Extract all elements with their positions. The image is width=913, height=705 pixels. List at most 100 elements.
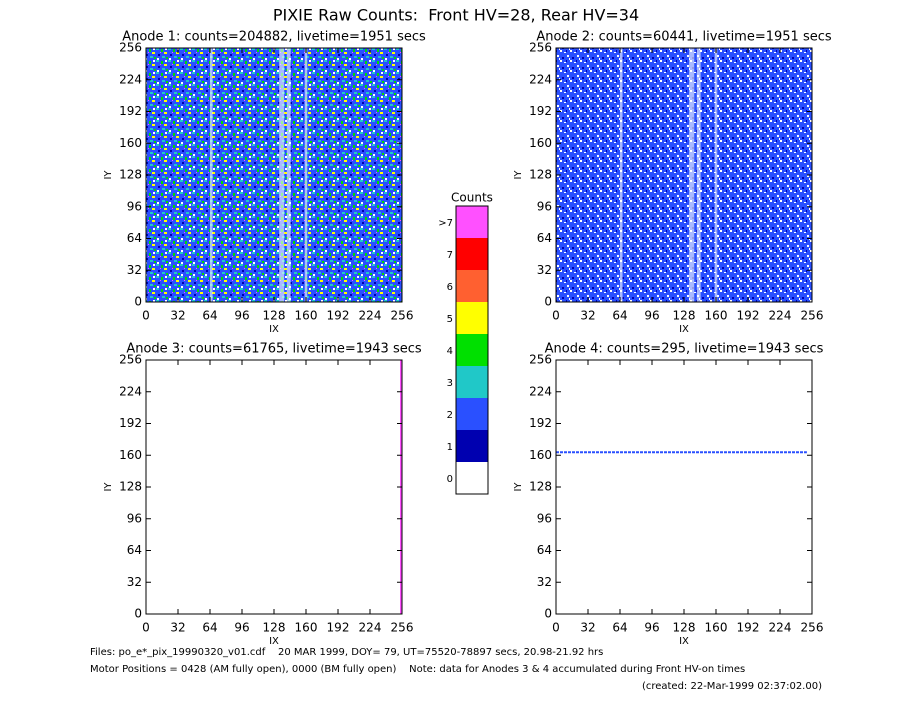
y-tick-label: 192 xyxy=(529,416,552,430)
y-tick-label: 128 xyxy=(119,168,142,182)
x-axis-label: IX xyxy=(269,636,279,647)
x-tick-label: 64 xyxy=(612,621,627,635)
y-tick-label: 160 xyxy=(119,448,142,462)
x-tick-label: 128 xyxy=(673,309,696,323)
x-tick-label: 256 xyxy=(391,309,414,323)
y-tick-label: 64 xyxy=(537,543,552,557)
x-tick-label: 32 xyxy=(170,621,185,635)
y-tick-label: 32 xyxy=(537,575,552,589)
y-tick-label: 256 xyxy=(119,353,142,367)
x-axis-label: IX xyxy=(679,324,689,335)
x-tick-label: 160 xyxy=(705,621,728,635)
colorbar-label: 5 xyxy=(447,314,453,325)
y-tick-label: 256 xyxy=(529,41,552,55)
x-tick-label: 224 xyxy=(359,309,382,323)
plot-area xyxy=(146,360,402,614)
colorbar-swatch xyxy=(456,206,488,238)
x-tick-label: 256 xyxy=(801,621,824,635)
x-tick-label: 32 xyxy=(170,309,185,323)
y-tick-label: 96 xyxy=(127,511,142,525)
colorbar-swatch xyxy=(456,334,488,366)
x-tick-label: 192 xyxy=(737,621,760,635)
colorbar-label: 6 xyxy=(447,282,453,293)
x-tick-label: 96 xyxy=(234,309,249,323)
y-tick-label: 224 xyxy=(119,72,142,86)
y-tick-label: 32 xyxy=(127,263,142,277)
y-axis-label: IY xyxy=(513,170,524,180)
plot-area xyxy=(556,360,812,614)
colorbar-label: 2 xyxy=(447,410,453,421)
colorbar-label: 4 xyxy=(447,346,453,357)
x-tick-label: 224 xyxy=(359,621,382,635)
x-tick-label: 64 xyxy=(612,309,627,323)
x-tick-label: 0 xyxy=(552,309,560,323)
texture-stripe xyxy=(620,48,623,302)
x-tick-label: 224 xyxy=(769,621,792,635)
colorbar-label: 0 xyxy=(447,474,453,485)
x-tick-label: 192 xyxy=(737,309,760,323)
x-tick-label: 192 xyxy=(327,621,350,635)
x-tick-label: 96 xyxy=(234,621,249,635)
y-tick-label: 64 xyxy=(127,543,142,557)
y-tick-label: 224 xyxy=(529,384,552,398)
y-tick-label: 64 xyxy=(537,231,552,245)
x-tick-label: 128 xyxy=(263,309,286,323)
x-tick-label: 224 xyxy=(769,309,792,323)
y-tick-label: 128 xyxy=(529,480,552,494)
y-tick-label: 0 xyxy=(544,295,552,309)
y-tick-label: 96 xyxy=(127,199,142,213)
y-tick-label: 0 xyxy=(134,295,142,309)
colorbar-label: 1 xyxy=(447,442,453,453)
x-tick-label: 64 xyxy=(202,621,217,635)
colorbar-label: 3 xyxy=(447,378,453,389)
panel-title: Anode 3: counts=61765, livetime=1943 sec… xyxy=(126,342,422,357)
y-axis-label: IY xyxy=(103,170,114,180)
colorbar-swatch xyxy=(456,366,488,398)
colorbar-swatch xyxy=(456,302,488,334)
x-axis-label: IX xyxy=(269,324,279,335)
texture-stripe xyxy=(279,48,285,302)
y-tick-label: 256 xyxy=(119,41,142,55)
panel-title: Anode 2: counts=60441, livetime=1951 sec… xyxy=(536,30,832,45)
footer-created: (created: 22-Mar-1999 02:37:02.00) xyxy=(642,681,822,692)
texture-stripe xyxy=(696,48,701,302)
y-tick-label: 128 xyxy=(529,168,552,182)
x-tick-label: 96 xyxy=(644,621,659,635)
colorbar-frame xyxy=(455,205,489,495)
y-tick-label: 160 xyxy=(119,136,142,150)
y-axis-label: IY xyxy=(513,482,524,492)
y-tick-label: 32 xyxy=(537,263,552,277)
x-tick-label: 128 xyxy=(673,621,696,635)
y-tick-label: 160 xyxy=(529,448,552,462)
colorbar-title: Counts xyxy=(451,191,493,205)
colorbar-swatch xyxy=(456,462,488,494)
x-tick-label: 256 xyxy=(801,309,824,323)
x-tick-label: 128 xyxy=(263,621,286,635)
colorbar-swatch xyxy=(456,398,488,430)
figure-title: PIXIE Raw Counts: Front HV=28, Rear HV=3… xyxy=(273,6,639,25)
texture-stripe xyxy=(304,48,308,302)
panel-title: Anode 1: counts=204882, livetime=1951 se… xyxy=(122,30,426,45)
colorbar-label: >7 xyxy=(438,218,453,229)
plot-area xyxy=(146,48,402,302)
footer-files: Files: po_e*_pix_19990320_v01.cdf 20 MAR… xyxy=(90,647,603,658)
panel-title: Anode 4: counts=295, livetime=1943 secs xyxy=(545,342,824,357)
y-tick-label: 96 xyxy=(537,199,552,213)
x-tick-label: 160 xyxy=(705,309,728,323)
texture-stripe xyxy=(714,48,718,302)
y-tick-label: 64 xyxy=(127,231,142,245)
y-tick-label: 128 xyxy=(119,480,142,494)
x-tick-label: 64 xyxy=(202,309,217,323)
y-tick-label: 224 xyxy=(529,72,552,86)
y-tick-label: 0 xyxy=(134,607,142,621)
footer-motor: Motor Positions = 0428 (AM fully open), … xyxy=(90,664,745,675)
texture-stripe xyxy=(210,48,213,302)
colorbar-swatch xyxy=(456,430,488,462)
x-tick-label: 0 xyxy=(142,621,150,635)
y-tick-label: 192 xyxy=(529,104,552,118)
plot-area xyxy=(556,48,812,302)
x-tick-label: 0 xyxy=(142,309,150,323)
y-tick-label: 192 xyxy=(119,416,142,430)
x-axis-label: IX xyxy=(679,636,689,647)
